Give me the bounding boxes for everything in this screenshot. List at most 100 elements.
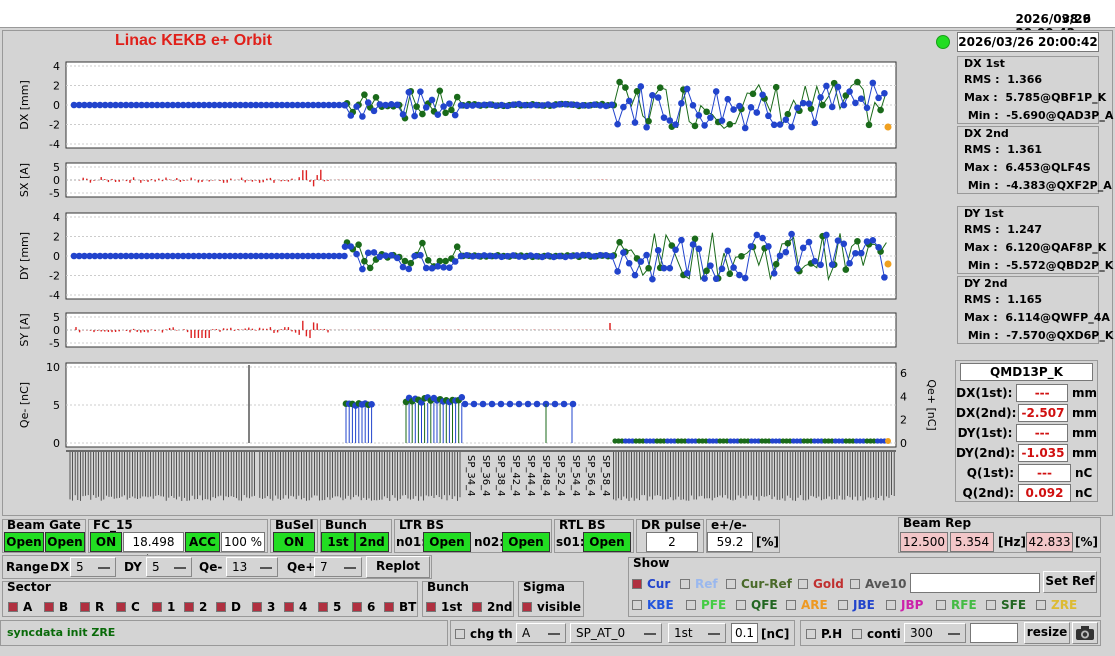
show-are[interactable]: ARE [786, 598, 828, 612]
sector-box[interactable] [318, 602, 328, 612]
sector-box[interactable] [44, 602, 54, 612]
sector-box[interactable] [284, 602, 294, 612]
range-dx-select[interactable]: 5 [70, 557, 116, 577]
set-ref-button[interactable]: Set Ref [1043, 571, 1097, 593]
sector-bt[interactable]: BT [384, 600, 416, 614]
bunch2-2nd-box[interactable] [472, 602, 482, 612]
bunch2-1st-box[interactable] [426, 602, 436, 612]
ltr-n01[interactable]: Open [423, 532, 471, 552]
show-input[interactable] [910, 573, 1040, 593]
chgth-box[interactable] [455, 629, 465, 639]
sector-4[interactable]: 4 [284, 600, 307, 614]
ltr-n01-label: n01: [396, 535, 427, 549]
rtl-s01[interactable]: Open [583, 532, 631, 552]
sector-d[interactable]: D [216, 600, 241, 614]
show-cur-ref[interactable]: Cur-Ref [726, 577, 792, 591]
show-box[interactable] [850, 579, 860, 589]
show-box[interactable] [886, 600, 896, 610]
point [602, 102, 610, 110]
sector-box[interactable] [352, 602, 362, 612]
busel-on[interactable]: ON [273, 532, 315, 552]
show-box[interactable] [986, 600, 996, 610]
range-qe-select[interactable]: 13 [226, 557, 278, 577]
sector-2[interactable]: 2 [184, 600, 207, 614]
resize-button[interactable]: resize [1024, 622, 1070, 644]
show-box[interactable] [726, 579, 736, 589]
camera-icon[interactable] [1072, 622, 1098, 644]
sector-a[interactable]: A [8, 600, 32, 614]
show-box[interactable] [838, 600, 848, 610]
beam-gate-open-2[interactable]: Open [45, 532, 85, 552]
sector-3[interactable]: 3 [252, 600, 275, 614]
range-qp-select[interactable]: 7 [314, 557, 362, 577]
replot-button[interactable]: Replot [366, 556, 430, 578]
bunch-2nd[interactable]: 2nd [355, 532, 389, 552]
show-ave10[interactable]: Ave10 [850, 577, 907, 591]
sector-b[interactable]: B [44, 600, 68, 614]
bunch2-2nd[interactable]: 2nd [472, 600, 512, 614]
sigma-visible-box[interactable] [522, 602, 532, 612]
sector-r[interactable]: R [80, 600, 104, 614]
show-label: ARE [801, 598, 828, 612]
show-box[interactable] [736, 600, 746, 610]
bunch2-1st[interactable]: 1st [426, 600, 462, 614]
sector-5[interactable]: 5 [318, 600, 341, 614]
tick-label: -2 [49, 119, 60, 132]
show-cur[interactable]: Cur [632, 577, 670, 591]
chgth-sp-select[interactable]: SP_AT_0 [570, 623, 662, 643]
point [278, 101, 286, 109]
chgth-a-select[interactable]: A [516, 623, 566, 643]
conti-input[interactable] [970, 623, 1018, 643]
sector-box[interactable] [8, 602, 18, 612]
chgth-value[interactable]: 0.1 [731, 623, 758, 643]
show-box[interactable] [632, 579, 642, 589]
beam-gate-open-1[interactable]: Open [4, 532, 44, 552]
show-qfe[interactable]: QFE [736, 598, 778, 612]
show-rfe[interactable]: RFE [936, 598, 977, 612]
show-box[interactable] [632, 600, 642, 610]
fc15-on[interactable]: ON [90, 532, 122, 552]
sector-box[interactable] [152, 602, 162, 612]
point [562, 253, 569, 261]
sector-title: Sector [7, 580, 51, 594]
show-pfe[interactable]: PFE [686, 598, 726, 612]
point [448, 106, 455, 114]
point-selected [885, 438, 891, 444]
sector-c[interactable]: C [116, 600, 140, 614]
sigma-visible[interactable]: visible [522, 600, 581, 614]
show-jbp[interactable]: JBP [886, 598, 923, 612]
sector-1[interactable]: 1 [152, 600, 175, 614]
show-box[interactable] [786, 600, 796, 610]
monitor-row: Q(1st): --- nC [956, 463, 1097, 483]
sector-box[interactable] [80, 602, 90, 612]
ph-check[interactable]: P.H [806, 627, 842, 641]
show-ref[interactable]: Ref [680, 577, 718, 591]
show-box[interactable] [798, 579, 808, 589]
window-title: Linac KEKB e+ Orbit [115, 32, 272, 49]
fc15-acc[interactable]: ACC [185, 532, 220, 552]
sector-box[interactable] [184, 602, 194, 612]
sector-box[interactable] [116, 602, 126, 612]
sector-6[interactable]: 6 [352, 600, 375, 614]
conti-check[interactable]: conti [852, 627, 901, 641]
show-jbe[interactable]: JBE [838, 598, 875, 612]
show-box[interactable] [1036, 600, 1046, 610]
ph-box[interactable] [806, 629, 816, 639]
show-kbe[interactable]: KBE [632, 598, 674, 612]
show-zre[interactable]: ZRE [1036, 598, 1077, 612]
show-box[interactable] [686, 600, 696, 610]
show-gold[interactable]: Gold [798, 577, 844, 591]
chgth-bunch-select[interactable]: 1st [668, 623, 726, 643]
show-box[interactable] [680, 579, 690, 589]
ltr-n02[interactable]: Open [502, 532, 550, 552]
bunch-1st[interactable]: 1st [321, 532, 355, 552]
conti-count-select[interactable]: 300 [904, 623, 966, 643]
chgth-check[interactable]: chg th [455, 627, 513, 641]
show-box[interactable] [936, 600, 946, 610]
sector-box[interactable] [216, 602, 226, 612]
sector-box[interactable] [252, 602, 262, 612]
range-dy-select[interactable]: 5 [146, 557, 192, 577]
sector-box[interactable] [384, 602, 394, 612]
show-sfe[interactable]: SFE [986, 598, 1026, 612]
conti-box[interactable] [852, 629, 862, 639]
